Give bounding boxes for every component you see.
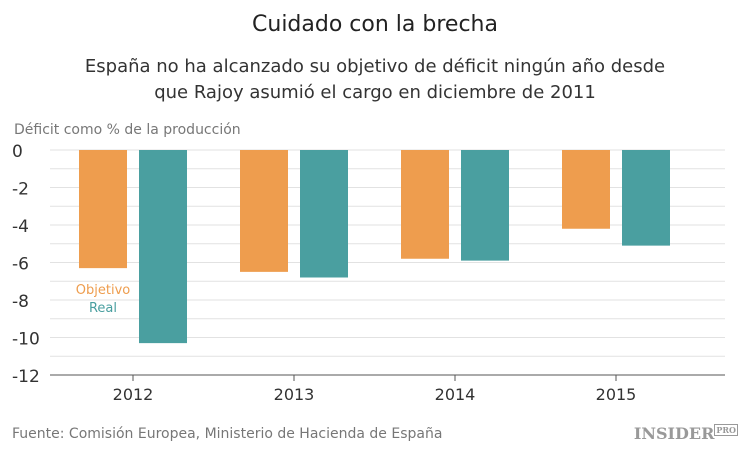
bar-objetivo-2013 — [240, 150, 288, 272]
y-tick-label: -10 — [12, 330, 40, 350]
legend-objetivo: Objetivo — [76, 283, 130, 298]
insider-pro-logo: INSIDER PRO — [634, 424, 738, 443]
bar-objetivo-2012 — [79, 150, 127, 269]
bar-objetivo-2015 — [562, 150, 610, 229]
subtitle-line-2: que Rajoy asumió el cargo en diciembre d… — [154, 82, 596, 103]
subtitle-line-1: España no ha alcanzado su objetivo de dé… — [84, 56, 666, 77]
bar-real-2013 — [300, 150, 348, 278]
y-tick-label: -6 — [12, 255, 29, 275]
logo-badge: PRO — [714, 424, 738, 436]
chart-title: Cuidado con la brecha — [252, 12, 498, 37]
y-tick-label: 0 — [12, 142, 23, 162]
y-tick-label: -12 — [12, 367, 40, 387]
x-tick-label: 2014 — [435, 385, 476, 404]
y-tick-label: -8 — [12, 292, 29, 312]
bar-real-2014 — [461, 150, 509, 261]
legend-real: Real — [89, 301, 117, 316]
y-axis-label: Déficit como % de la producción — [14, 122, 241, 138]
bar-real-2015 — [622, 150, 670, 246]
x-tick-label: 2012 — [113, 385, 154, 404]
bar-objetivo-2014 — [401, 150, 449, 259]
y-tick-label: -2 — [12, 180, 29, 200]
y-tick-label: -4 — [12, 217, 29, 237]
source-note: Fuente: Comisión Europea, Ministerio de … — [12, 426, 443, 442]
bar-real-2012 — [139, 150, 187, 344]
x-tick-label: 2015 — [596, 385, 637, 404]
chart-subtitle: España no ha alcanzado su objetivo de dé… — [0, 54, 750, 106]
logo-text: INSIDER — [633, 424, 715, 443]
x-tick-label: 2013 — [274, 385, 315, 404]
